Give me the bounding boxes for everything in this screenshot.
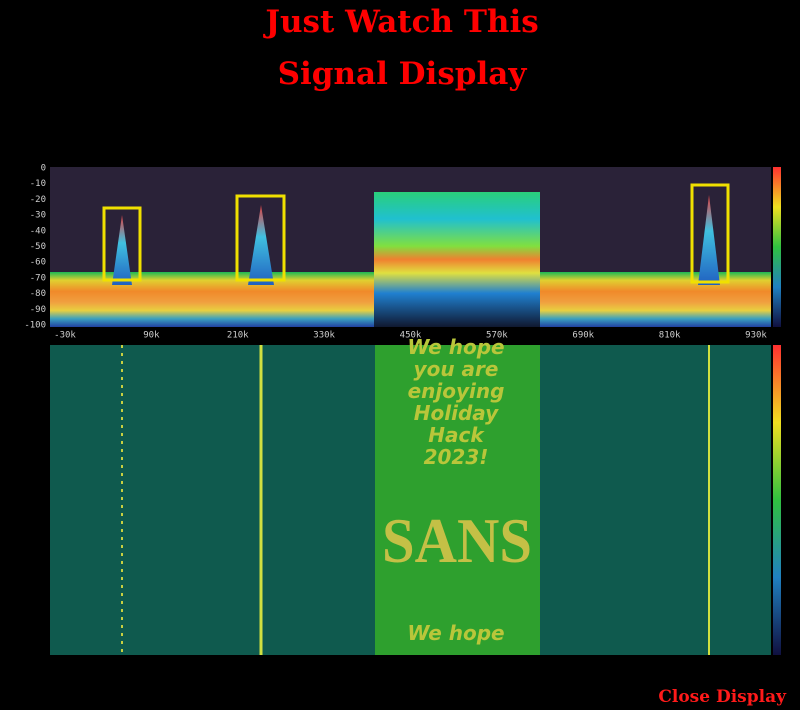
- peak: [248, 205, 274, 285]
- x-tick-label: 90k: [143, 331, 160, 341]
- x-tick-label: 210k: [227, 331, 249, 341]
- message-line: We hope: [407, 335, 504, 359]
- signal-band: [375, 345, 540, 655]
- y-tick-label: -40: [30, 226, 46, 236]
- waterfall: We hope you are enjoying Holiday Hack 20…: [50, 335, 781, 655]
- y-tick-label: -20: [30, 195, 46, 205]
- y-tick-label: -10: [30, 179, 46, 189]
- y-tick-label: -100: [24, 321, 46, 331]
- y-tick-label: -80: [30, 289, 46, 299]
- x-tick-label: 930k: [745, 331, 767, 341]
- x-tick-label: -30k: [54, 331, 76, 341]
- signal-block: [374, 192, 540, 327]
- x-tick-label: 810k: [659, 331, 681, 341]
- title-line: Signal Display: [278, 56, 528, 92]
- message-line: 2023!: [424, 445, 489, 469]
- peak: [112, 215, 132, 285]
- peak: [698, 195, 720, 285]
- y-tick-label: -30: [30, 211, 46, 221]
- x-tick-label: 690k: [572, 331, 594, 341]
- highlight-box: [102, 206, 142, 282]
- x-tick-label: 570k: [486, 331, 508, 341]
- close-button[interactable]: Close Display: [658, 687, 787, 707]
- y-tick-label: -60: [30, 258, 46, 268]
- message-line: you are: [414, 357, 499, 381]
- spectrum: [50, 167, 781, 327]
- y-tick-label: 0: [41, 164, 46, 174]
- highlight-box: [235, 194, 286, 282]
- logo: SANS: [382, 505, 532, 576]
- y-tick-label: -90: [30, 305, 46, 315]
- message-line: Holiday: [414, 401, 499, 425]
- colorbar: [773, 167, 781, 327]
- message-line: Hack: [428, 423, 485, 447]
- title-line: Just Watch This: [262, 4, 538, 40]
- y-tick-label: -70: [30, 273, 46, 283]
- colorbar: [773, 345, 781, 655]
- highlight-box: [690, 183, 730, 284]
- x-tick-label: 450k: [400, 331, 422, 341]
- message-line: enjoying: [408, 379, 505, 403]
- message-line: We hope: [407, 621, 504, 645]
- y-tick-label: -50: [30, 242, 46, 252]
- x-tick-label: 330k: [313, 331, 335, 341]
